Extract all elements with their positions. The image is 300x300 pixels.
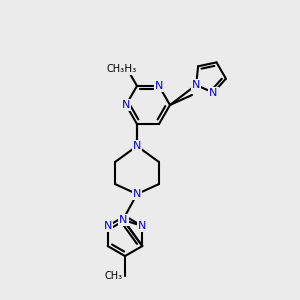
Text: N: N — [155, 81, 163, 91]
Text: N: N — [209, 88, 218, 98]
Text: N: N — [103, 221, 112, 231]
Text: N: N — [133, 189, 141, 199]
Text: N: N — [119, 215, 128, 225]
Text: CH₃: CH₃ — [105, 271, 123, 281]
Text: CH₃: CH₃ — [107, 64, 125, 74]
Text: N: N — [122, 100, 130, 110]
Text: N: N — [192, 80, 200, 90]
Text: N: N — [133, 141, 141, 151]
Text: CH₃: CH₃ — [117, 64, 136, 74]
Text: N: N — [138, 221, 146, 231]
Text: N: N — [138, 221, 146, 231]
